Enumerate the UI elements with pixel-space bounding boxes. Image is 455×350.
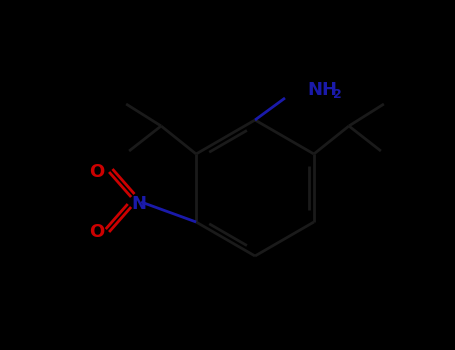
Text: NH: NH	[307, 81, 337, 99]
Text: N: N	[131, 195, 147, 213]
Text: O: O	[90, 163, 105, 181]
Text: O: O	[90, 223, 105, 241]
Text: 2: 2	[333, 89, 342, 101]
